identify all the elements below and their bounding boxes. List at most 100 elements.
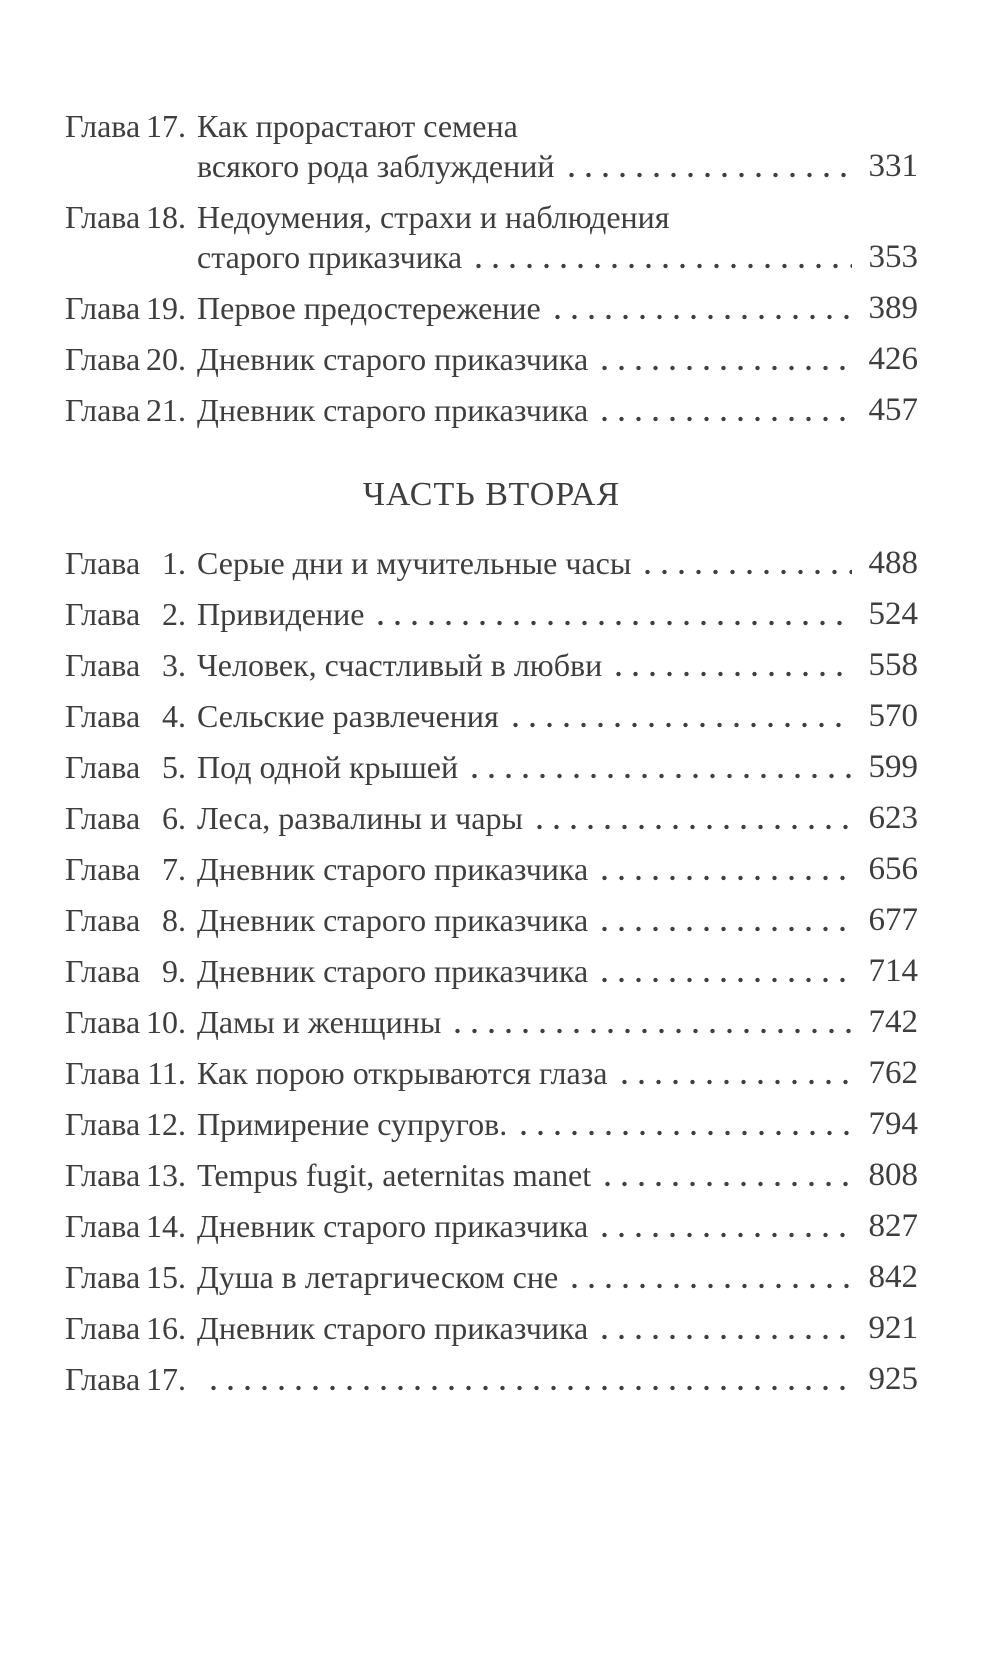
- dot-leader: [596, 1206, 852, 1246]
- toc-entry-line-2: всякого рода заблуждений 331: [65, 146, 918, 186]
- chapter-word: Глава: [65, 1106, 141, 1142]
- toc-entry: Глава 6. Леса, развалины и чары 623: [65, 798, 918, 838]
- chapter-label: Глава 5.: [65, 747, 186, 787]
- chapter-number: 13.: [146, 1157, 186, 1193]
- page-number: 331: [868, 148, 919, 184]
- dot-leader: [548, 288, 852, 328]
- chapter-label: Глава 20.: [65, 339, 186, 379]
- page-number: 623: [868, 800, 919, 836]
- chapter-word: Глава: [65, 545, 141, 581]
- toc-entry: Глава 9. Дневник старого приказчика 714: [65, 951, 918, 991]
- dot-leader: [530, 798, 852, 838]
- toc-entry-line-2: старого приказчика 353: [65, 237, 918, 277]
- chapter-word: Глава: [65, 1055, 141, 1091]
- page-number: 808: [868, 1157, 919, 1193]
- chapter-word: Глава: [65, 902, 141, 938]
- page-number: 488: [868, 545, 919, 581]
- chapter-title: Примирение супругов.: [197, 1106, 508, 1142]
- toc-entry: Глава 4. Сельские развлечения 570: [65, 696, 918, 736]
- chapter-label: Глава 4.: [65, 696, 186, 736]
- dot-leader: [466, 747, 852, 787]
- page-number: 794: [868, 1106, 919, 1142]
- toc-entry: Глава 21. Дневник старого приказчика 457: [65, 390, 918, 430]
- chapter-word: Глава: [65, 108, 141, 144]
- toc-entry: Глава 14. Дневник старого приказчика 827: [65, 1206, 918, 1246]
- chapter-title: Под одной крышей: [197, 749, 459, 785]
- page-number: 677: [868, 902, 919, 938]
- chapter-number: 6.: [162, 800, 186, 836]
- chapter-number: 17.: [146, 1361, 186, 1397]
- chapter-title: Дневник старого приказчика: [197, 902, 589, 938]
- chapter-label: Глава 12.: [65, 1104, 186, 1144]
- chapter-word: Глава: [65, 851, 141, 887]
- toc-entry: Глава 10. Дамы и женщины 742: [65, 1002, 918, 1042]
- chapter-number: 2.: [162, 596, 186, 632]
- page-number: 925: [868, 1361, 919, 1397]
- chapter-label: Глава 16.: [65, 1308, 186, 1348]
- page-number: 570: [868, 698, 919, 734]
- chapter-number: 16.: [146, 1310, 186, 1346]
- chapter-label: Глава 11.: [65, 1053, 186, 1093]
- dot-leader: [515, 1104, 852, 1144]
- page-number: 762: [868, 1055, 919, 1091]
- dot-leader: [205, 1359, 852, 1399]
- toc-entry: Глава 19. Первое предостережение 389: [65, 288, 918, 328]
- chapter-label: Глава 2.: [65, 594, 186, 634]
- chapter-word: Глава: [65, 953, 141, 989]
- chapter-word: Глава: [65, 290, 141, 326]
- chapter-title: Как порою открываются глаза: [197, 1055, 608, 1091]
- toc-part-one-list: Глава 17. Как прорастают семена всякого р…: [65, 106, 918, 430]
- chapter-title: Человек, счастливый в любви: [197, 647, 603, 683]
- chapter-number: 9.: [162, 953, 186, 989]
- chapter-label: Глава 19.: [65, 288, 186, 328]
- page-number: 558: [868, 647, 919, 683]
- page-number: 921: [868, 1310, 919, 1346]
- chapter-label: Глава 10.: [65, 1002, 186, 1042]
- chapter-title: Сельские развлечения: [197, 698, 499, 734]
- chapter-label: Глава 17.: [65, 1359, 186, 1399]
- chapter-word: Глава: [65, 1157, 141, 1193]
- chapter-label: Глава 13.: [65, 1155, 186, 1195]
- chapter-title: Дневник старого приказчика: [197, 851, 589, 887]
- toc-entry: Глава 17. Как прорастают семена всякого р…: [65, 106, 918, 186]
- chapter-word: Глава: [65, 1208, 141, 1244]
- chapter-number: 14.: [146, 1208, 186, 1244]
- chapter-word: Глава: [65, 1259, 141, 1295]
- chapter-number: 7.: [162, 851, 186, 887]
- chapter-word: Глава: [65, 698, 141, 734]
- dot-leader: [506, 696, 852, 736]
- chapter-label: Глава 7.: [65, 849, 186, 889]
- chapter-title: Дневник старого приказчика: [197, 1208, 589, 1244]
- toc-entry-line-1: Глава 17. Как прорастают семена: [65, 106, 918, 146]
- chapter-title: Дневник старого приказчика: [197, 341, 589, 377]
- page-number: 742: [868, 1004, 919, 1040]
- toc-entry: Глава 8. Дневник старого приказчика 677: [65, 900, 918, 940]
- part-two-heading: ЧАСТЬ ВТОРАЯ: [362, 476, 621, 513]
- toc-entry: Глава 15. Душа в летаргическом сне 842: [65, 1257, 918, 1297]
- toc-entry: Глава 5. Под одной крышей 599: [65, 747, 918, 787]
- chapter-number: 1.: [162, 545, 186, 581]
- dot-leader: [596, 390, 852, 430]
- chapter-word: Глава: [65, 392, 141, 428]
- dot-leader: [596, 900, 852, 940]
- chapter-word: Глава: [65, 749, 141, 785]
- chapter-title: Леса, развалины и чары: [197, 800, 523, 836]
- page-number: 714: [868, 953, 919, 989]
- page-number: 457: [868, 392, 919, 428]
- dot-leader: [639, 543, 852, 583]
- toc-entry: Глава 17. 925: [65, 1359, 918, 1399]
- toc-entry: Глава 12. Примирение супругов. 794: [65, 1104, 918, 1144]
- chapter-number: 18.: [146, 199, 186, 235]
- chapter-number: 20.: [146, 341, 186, 377]
- toc-entry: Глава 3. Человек, счастливый в любви 558: [65, 645, 918, 685]
- chapter-word: Глава: [65, 199, 141, 235]
- chapter-word: Глава: [65, 647, 141, 683]
- chapter-label: Глава 8.: [65, 900, 186, 940]
- chapter-number: 5.: [162, 749, 186, 785]
- chapter-label: Глава 17.: [65, 106, 186, 146]
- chapter-number: 10.: [146, 1004, 186, 1040]
- page-number: 524: [868, 596, 919, 632]
- chapter-title: Недоумения, страхи и наблюдения: [197, 199, 670, 235]
- page-number: 842: [868, 1259, 919, 1295]
